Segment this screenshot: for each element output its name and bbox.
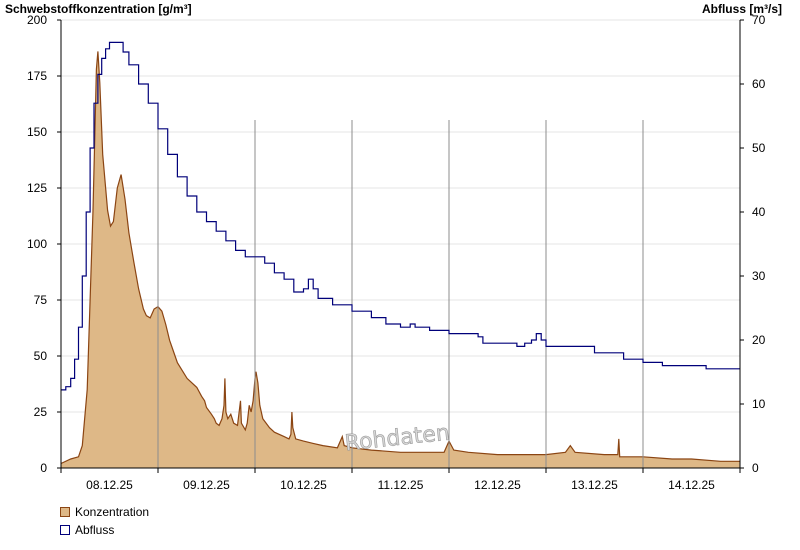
- left-tick-label: 75: [34, 293, 48, 307]
- konzentration-area: [61, 51, 740, 469]
- left-tick-label: 0: [40, 461, 47, 475]
- left-axis-title: Schwebstoffkonzentration [g/m³]: [5, 2, 192, 16]
- left-tick-label: 125: [27, 181, 47, 195]
- right-tick-label: 60: [752, 77, 766, 91]
- left-y-axis: 0 25 50 75 100 125 150 175 200: [27, 13, 61, 475]
- right-tick-label: 40: [752, 205, 766, 219]
- x-tick-label: 08.12.25: [86, 478, 133, 492]
- x-tick-label: 13.12.25: [571, 478, 618, 492]
- right-tick-label: 10: [752, 397, 766, 411]
- x-tick-label: 14.12.25: [668, 478, 715, 492]
- legend-label-konzentration: Konzentration: [75, 505, 150, 519]
- legend-label-abfluss: Abfluss: [75, 523, 115, 537]
- left-tick-label: 175: [27, 69, 47, 83]
- x-tick-label: 09.12.25: [183, 478, 230, 492]
- left-tick-label: 25: [34, 405, 48, 419]
- legend-swatch-abfluss: [60, 525, 70, 535]
- konzentration-series: [60, 51, 740, 469]
- watermark: Rohdaten: [344, 421, 451, 457]
- right-y-axis: 0 10 20 30 40 50 60 70: [740, 13, 766, 475]
- left-tick-label: 200: [27, 13, 47, 27]
- abfluss-series: [61, 41, 740, 391]
- right-tick-label: 50: [752, 141, 766, 155]
- legend-swatch-konzentration: [60, 507, 70, 517]
- right-tick-label: 70: [752, 13, 766, 27]
- x-axis: 08.12.25 09.12.25 10.12.25 11.12.25 12.12.25…: [60, 468, 741, 492]
- x-tick-label: 12.12.25: [474, 478, 521, 492]
- right-axis-title: Abfluss [m³/s]: [702, 2, 782, 16]
- left-tick-label: 150: [27, 125, 47, 139]
- right-tick-label: 30: [752, 269, 766, 283]
- abfluss-line: [61, 41, 740, 391]
- konzentration-edge: [60, 51, 740, 465]
- legend-item-konzentration: Konzentration: [60, 504, 149, 520]
- legend-item-abfluss: Abfluss: [60, 522, 114, 538]
- right-tick-label: 20: [752, 333, 766, 347]
- x-tick-label: 11.12.25: [378, 478, 424, 492]
- left-tick-label: 100: [27, 237, 47, 251]
- left-tick-label: 50: [34, 349, 48, 363]
- right-tick-label: 0: [752, 461, 759, 475]
- x-tick-label: 10.12.25: [280, 478, 327, 492]
